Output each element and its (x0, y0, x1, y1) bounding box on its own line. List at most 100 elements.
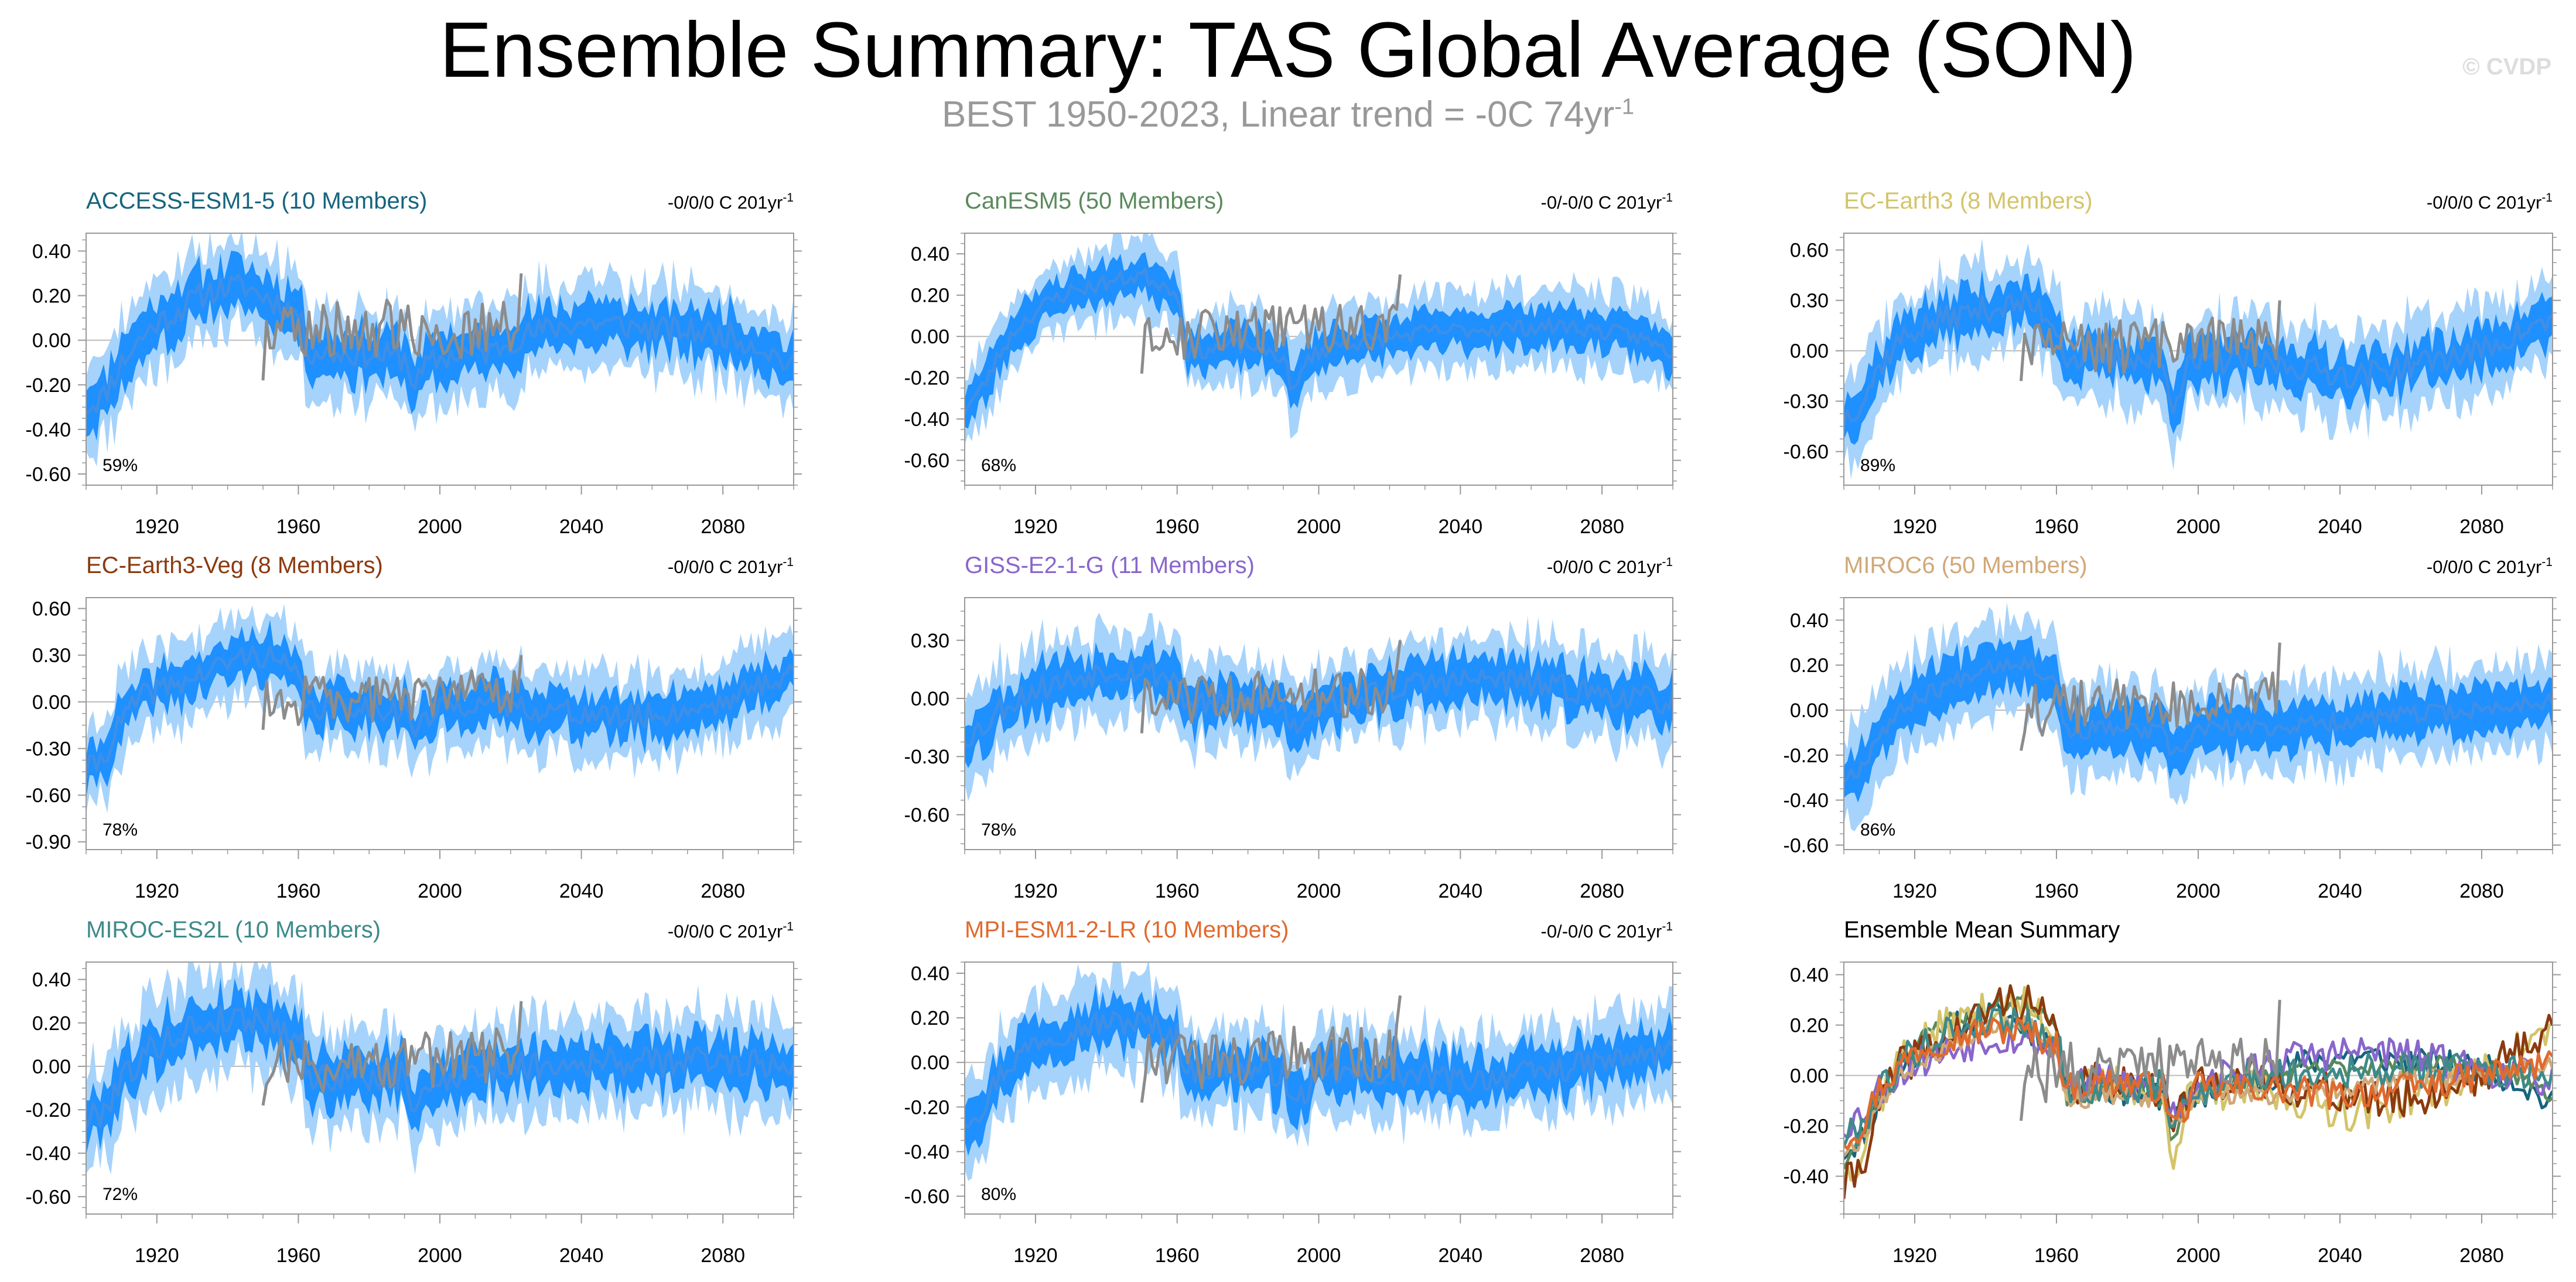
x-tick-label: 2080 (2459, 1245, 2504, 1267)
x-tick-label: 2040 (1438, 1245, 1482, 1267)
y-tick-label: -0.90 (26, 831, 71, 854)
observations-line (1140, 274, 1402, 374)
x-tick-label: 2000 (418, 1245, 462, 1267)
x-tick-label: 1920 (135, 1245, 179, 1267)
observations-line (1140, 995, 1402, 1103)
panel-trend-text: -0/-0/0 C 201yr-1 (1541, 191, 1673, 213)
y-tick-label: 0.00 (911, 688, 949, 710)
observations-line (261, 654, 523, 730)
figure-title: Ensemble Summary: TAS Global Average (SO… (439, 6, 2137, 94)
plot-area (1844, 238, 2553, 480)
y-tick-label: 0.40 (32, 240, 71, 262)
percent-label: 78% (103, 820, 138, 840)
panel-4: GISS-E2-1-G (11 Members) -0/0/0 C 201yr-1… (904, 553, 1681, 902)
x-tick-label: 2080 (2459, 516, 2504, 538)
y-tick-label: 0.00 (32, 691, 71, 714)
y-tick-label: -0.20 (26, 1099, 71, 1121)
panel-title: MIROC-ES2L (10 Members) (86, 917, 381, 943)
y-tick-label: -0.40 (1784, 790, 1829, 812)
observations-line (2020, 300, 2281, 381)
ensemble-range-inner (1844, 635, 2553, 803)
x-tick-label: 1960 (2034, 516, 2079, 538)
panel-trend-superscript: -1 (1662, 920, 1673, 933)
panel-trend-superscript: -1 (783, 555, 794, 569)
y-tick-label: -0.20 (904, 367, 950, 390)
y-tick-label: 0.40 (911, 963, 949, 985)
panel-title: GISS-E2-1-G (11 Members) (965, 553, 1255, 578)
x-tick-label: 1920 (1013, 1245, 1058, 1267)
x-tick-label: 2000 (1297, 880, 1341, 902)
x-tick-label: 1920 (135, 516, 179, 538)
plot-area (965, 233, 1673, 445)
x-tick-label: 2000 (418, 516, 462, 538)
x-tick-label: 1920 (1013, 880, 1058, 902)
y-tick-label: -0.60 (26, 785, 71, 807)
panel-trend-text: -0/0/0 C 201yr-1 (2427, 191, 2553, 213)
y-tick-label: 0.40 (1790, 609, 1829, 632)
y-tick-label: -0.60 (1784, 441, 1829, 463)
x-tick-label: 1960 (2034, 880, 2079, 902)
panel-title: MIROC6 (50 Members) (1844, 553, 2088, 578)
y-tick-label: -0.20 (1784, 1116, 1829, 1138)
x-tick-label: 2040 (559, 1245, 604, 1267)
x-tick-label: 2080 (701, 516, 745, 538)
x-tick-label: 2000 (1297, 516, 1341, 538)
y-tick-label: -0.20 (26, 374, 71, 397)
y-tick-label: 0.00 (32, 330, 71, 352)
percent-label: 78% (981, 820, 1016, 840)
y-tick-label: -0.30 (1784, 391, 1829, 413)
y-tick-label: -0.40 (1784, 1166, 1829, 1188)
y-tick-label: -0.60 (904, 450, 950, 472)
ensemble-mean-line (1844, 656, 2553, 783)
x-tick-label: 2080 (1580, 516, 1624, 538)
panel-trend-text: -0/0/0 C 201yr-1 (2427, 555, 2553, 577)
figure-subtitle: BEST 1950-2023, Linear trend = -0C 74yr-… (0, 94, 2576, 135)
panel-trend-superscript: -1 (1662, 555, 1673, 569)
y-tick-label: 0.20 (32, 1012, 71, 1035)
y-tick-label: 0.20 (911, 285, 949, 307)
y-tick-label: 0.40 (911, 243, 949, 265)
x-tick-label: 2080 (2459, 880, 2504, 902)
y-tick-label: -0.60 (904, 1186, 950, 1208)
y-tick-label: 0.30 (1790, 290, 1829, 312)
y-tick-label: 0.00 (911, 1052, 949, 1074)
series-line-giss-e2-1-g (1844, 1027, 2553, 1140)
x-tick-label: 1960 (1155, 880, 1200, 902)
y-tick-label: 0.20 (32, 285, 71, 308)
y-tick-label: -0.30 (26, 738, 71, 760)
panel-trend-text: -0/0/0 C 201yr-1 (668, 191, 794, 213)
plot-area (965, 612, 1673, 802)
y-tick-label: -0.40 (26, 1143, 71, 1165)
observations-line (1140, 640, 1402, 734)
series-line-mpi-esm1-2-lr (1844, 1017, 2553, 1150)
observations-line (261, 1001, 523, 1106)
panel-trend-superscript: -1 (2541, 555, 2553, 569)
panel-title: CanESM5 (50 Members) (965, 188, 1224, 214)
x-tick-label: 1960 (276, 1245, 321, 1267)
y-tick-label: -0.40 (904, 408, 950, 431)
plot-area (86, 604, 794, 814)
ensemble-mean-line (86, 1005, 794, 1128)
plot-area (1844, 602, 2553, 831)
y-tick-label: 0.60 (1790, 240, 1829, 262)
y-tick-label: -0.60 (26, 463, 71, 486)
observations-line (2020, 642, 2281, 751)
y-tick-label: 0.00 (911, 326, 949, 348)
plot-area (1844, 984, 2553, 1199)
x-tick-label: 2040 (1438, 516, 1482, 538)
y-tick-label: 0.30 (911, 630, 949, 652)
panel-2: EC-Earth3 (8 Members) -0/0/0 C 201yr-1 0.6… (1784, 188, 2561, 538)
panel-7: MPI-ESM1-2-LR (10 Members) -0/-0/0 C 201y… (904, 917, 1681, 1267)
panel-trend-text: -0/0/0 C 201yr-1 (668, 555, 794, 577)
x-tick-label: 2040 (2318, 1245, 2362, 1267)
panel-trend-superscript: -1 (783, 920, 794, 933)
ensemble-mean-line (86, 645, 794, 779)
x-tick-label: 1920 (1892, 516, 1937, 538)
y-tick-label: 0.60 (32, 598, 71, 620)
panel-trend-superscript: -1 (1662, 191, 1673, 204)
y-tick-label: 0.00 (1790, 1065, 1829, 1087)
y-tick-label: -0.40 (904, 1141, 950, 1163)
percent-label: 72% (103, 1185, 138, 1204)
x-tick-label: 2000 (2176, 880, 2220, 902)
